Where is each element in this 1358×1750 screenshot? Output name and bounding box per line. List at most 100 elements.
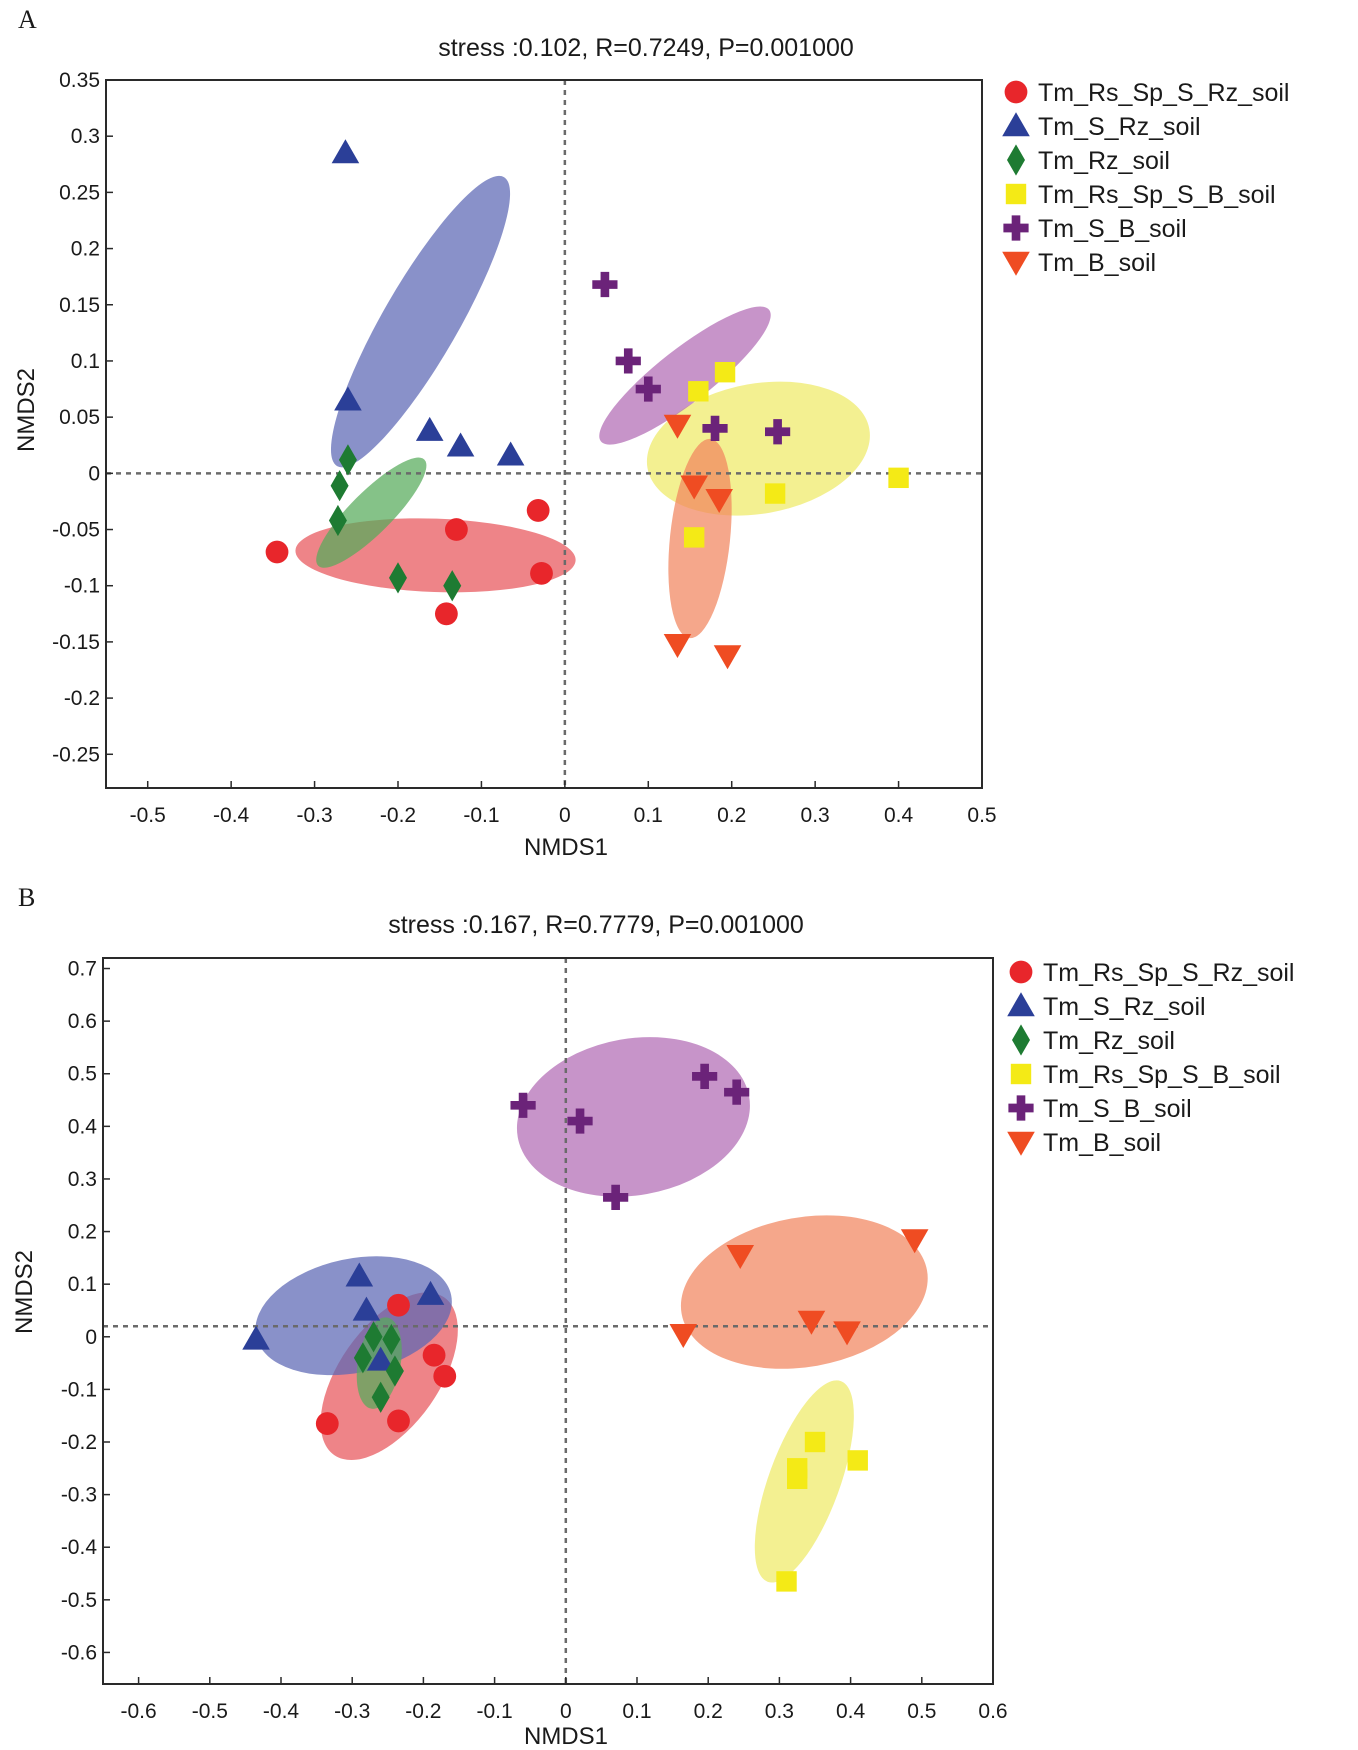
panel-a-point-tm-rs-sp-s-b-soil [764,483,786,504]
panel-a-point-tm-b-soil [680,475,708,500]
panel-a-point-tm-b-soil [705,488,733,513]
panel-a-legend-label-tm-rs-sp-s-b-soil: Tm_Rs_Sp_S_B_soil [1038,181,1276,209]
panel-b-point-tm-rz-soil [382,1323,401,1356]
panel-b-point-tm-rs-sp-s-b-soil [847,1450,868,1471]
panel-b-x-axis-label: NMDS1 [524,1723,608,1750]
panel-a-y-tick-label: -0.25 [52,743,100,766]
panel-a-x-tick-label: -0.2 [380,804,416,827]
panel-b-point-tm-s-rz-soil [345,1262,374,1287]
panel-a-ellipse-tm-s-rz-soil [330,175,511,468]
panel-a-y-axis-label: NMDS2 [13,368,40,452]
panel-b-ellipse-tm-s-b-soil [516,1037,750,1197]
panel-a-point-tm-rs-sp-s-b-soil [714,361,736,383]
panel-a-y-tick-label: 0.15 [59,294,100,317]
panel-b-legend-marker-tm-b-soil [1007,1131,1035,1156]
panel-a-y-tick-label: -0.05 [52,519,100,542]
panel-a-x-axis: -0.5 -0.4 -0.3 -0.2 -0.1 0 0.1 0.2 0.3 0.4 0.5 [130,781,997,827]
panel-a-point-tm-s-b-soil [702,415,728,441]
panel-a-point-tm-rs-sp-s-rz-soil [434,602,458,626]
panel-a-point-tm-rs-sp-s-b-soil [888,467,909,489]
panel-a-points [265,139,909,670]
panel-b-point-tm-rs-sp-s-rz-soil [433,1364,457,1388]
panel-a-point-tm-s-b-soil [615,348,641,374]
panel-b-legend-marker-tm-rs-sp-s-b-soil [1010,1063,1032,1085]
panel-a-point-tm-rs-sp-s-b-soil [683,527,705,548]
panel-a-legend-label-tm-rs-sp-s-rz-soil: Tm_Rs_Sp_S_Rz_soil [1038,79,1290,107]
panel-b-letter: B [18,883,35,912]
panel-b-point-tm-s-b-soil [692,1063,718,1089]
panel-a-point-tm-b-soil [663,633,692,658]
panel-b-title: stress :0.167, R=0.7779, P=0.001000 [388,911,804,939]
panel-b-y-tick-label: 0.2 [68,1221,97,1244]
panel-a-ellipses [295,175,870,639]
panel-b-legend-label-tm-rs-sp-s-b-soil: Tm_Rs_Sp_S_B_soil [1043,1061,1281,1089]
panel-b-point-tm-b-soil [726,1245,755,1270]
panel-a-y-tick-label: 0.05 [59,406,100,429]
panel-a-x-tick-label: 0.2 [717,804,746,827]
panel-a-point-tm-s-rz-soil [446,432,475,457]
panel-b-point-tm-s-rz-soil [416,1280,445,1305]
panel-b-legend-marker-tm-rz-soil [1012,1024,1030,1056]
panel-a-x-tick-label: 0.3 [801,804,830,827]
panel-a-y-tick-label: -0.15 [52,631,100,654]
panel-a-legend-marker-tm-rs-sp-s-rz-soil [1004,80,1028,104]
panel-b-legend-label-tm-rz-soil: Tm_Rz_soil [1043,1027,1175,1055]
panel-a-point-tm-rz-soil [389,562,407,594]
panel-b-legend-label-tm-b-soil: Tm_B_soil [1043,1129,1161,1157]
panel-b-x-tick-label: 0.5 [907,1700,936,1723]
panel-b-ellipse-tm-b-soil [680,1215,928,1369]
panel-a-legend-marker-tm-rs-sp-s-b-soil [1005,183,1027,205]
panel-b-x-tick-label: -0.2 [405,1700,441,1723]
panel-a-legend-marker-tm-b-soil [1002,251,1030,276]
panel-b-y-tick-label: 0.7 [68,958,97,981]
panel-a-point-tm-rz-soil [328,504,347,537]
panel-b-plot-frame [102,957,994,1685]
panel-b-legend-label-tm-s-rz-soil: Tm_S_Rz_soil [1043,993,1206,1021]
panel-b-x-tick-label: -0.3 [334,1700,370,1723]
panel-b-y-tick-label: -0.3 [61,1484,97,1507]
panel-a-reference-lines [106,80,982,788]
panel-b-point-tm-s-b-soil [567,1108,593,1134]
panel-b-point-tm-rz-soil [385,1355,404,1387]
panel-b-points [242,1063,929,1592]
panel-a-y-tick-label: -0.2 [64,687,100,710]
panel-b-y-tick-label: 0.4 [68,1115,98,1138]
panel-a-point-tm-rz-soil [330,470,349,502]
panel-b-y-axis-label: NMDS2 [11,1250,38,1334]
panel-a-legend-marker-tm-s-b-soil [1003,215,1029,241]
panel-b-point-tm-rs-sp-s-rz-soil [387,1409,410,1433]
panel-a-y-tick-label: 0.3 [71,125,100,148]
panel-a-y-tick-label: 0 [88,462,100,485]
panel-a-point-tm-rs-sp-s-rz-soil [445,518,468,541]
panel-a-x-tick-label: 0.1 [634,804,663,827]
panel-b-x-tick-label: -0.5 [192,1700,228,1723]
panel-b-y-tick-label: -0.2 [61,1431,97,1454]
panel-a-y-tick-label: 0.25 [59,181,100,204]
panel-b-legend-marker-tm-s-rz-soil [1007,992,1035,1017]
panel-a-ellipse-tm-rz-soil [316,457,427,568]
panel-b-x-tick-label: -0.6 [121,1700,157,1723]
panel-a-y-tick-label: 0.1 [71,350,100,373]
panel-a-x-tick-label: 0.5 [967,804,996,827]
panel-b-point-tm-rz-soil [353,1342,372,1374]
panel-a-x-tick-label: 0.4 [884,804,914,827]
panel-a-point-tm-rs-sp-s-rz-soil [526,499,550,522]
panel-b-point-tm-rz-soil [364,1321,383,1353]
panel-a-legend-label-tm-rz-soil: Tm_Rz_soil [1038,147,1170,175]
panel-b-ellipses [255,1037,928,1583]
panel-b-x-tick-label: 0 [560,1700,572,1723]
panel-a-x-tick-label: -0.3 [296,804,332,827]
panel-b-x-tick-label: 0.1 [622,1700,651,1723]
panel-a-y-axis: 0.35 0.3 0.25 0.2 0.15 0.1 0.05 0 -0.05 -0.1 -0.15… [52,69,113,766]
panel-a-point-tm-s-b-soil [592,271,618,298]
panel-a: A stress :0.102, R=0.7249, P=0.001000 -0… [13,5,1290,861]
panel-a-point-tm-s-rz-soil [415,416,444,441]
panel-b-point-tm-rs-sp-s-rz-soil [315,1412,339,1435]
panel-a-point-tm-rs-sp-s-rz-soil [530,561,553,585]
panel-b-point-tm-s-rz-soil [352,1296,381,1321]
panel-b-point-tm-b-soil [900,1229,929,1254]
panel-a-point-tm-s-rz-soil [496,441,525,466]
panel-a-title: stress :0.102, R=0.7249, P=0.001000 [438,34,854,62]
panel-b-point-tm-b-soil [797,1310,826,1335]
